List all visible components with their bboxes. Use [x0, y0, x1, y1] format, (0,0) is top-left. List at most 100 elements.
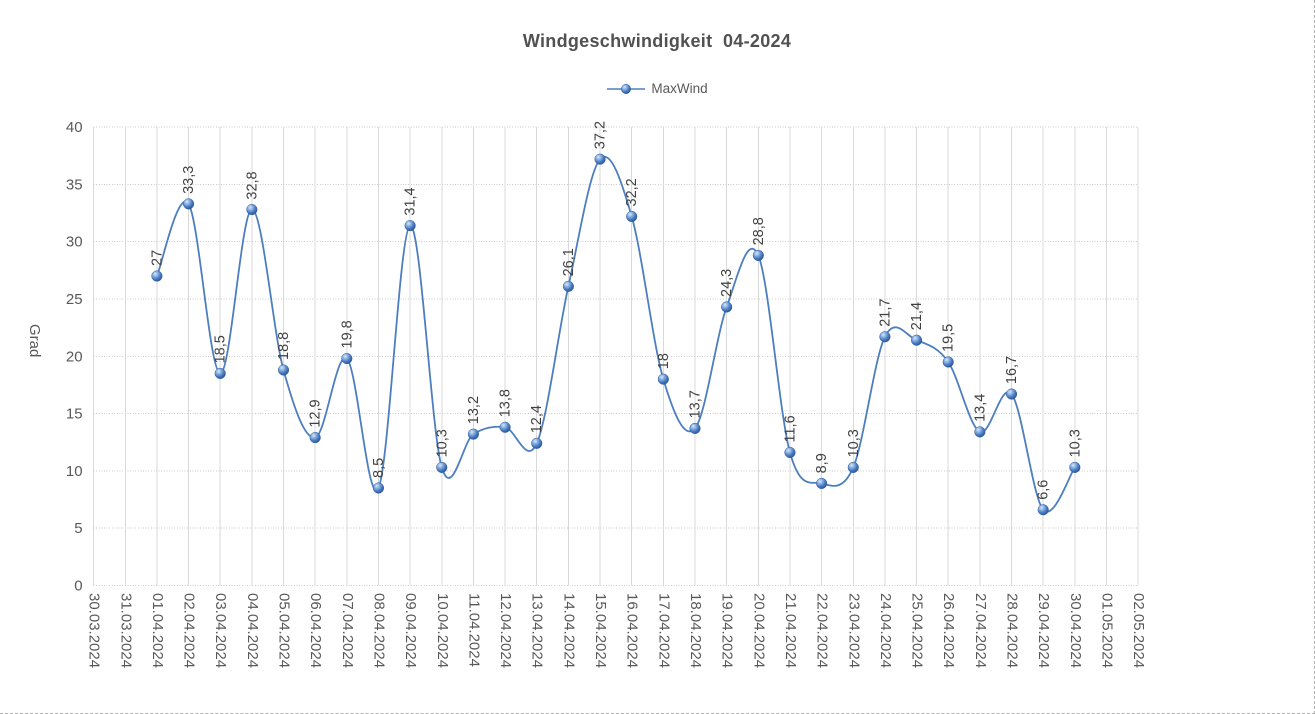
legend-marker-icon: [607, 83, 646, 94]
y-axis-title: Grad: [26, 324, 43, 357]
x-tick-label: 23.04.2024: [845, 593, 862, 668]
data-point-marker[interactable]: [879, 331, 891, 343]
chart-title: Windgeschwindigkeit 04-2024: [522, 31, 792, 51]
data-point-marker[interactable]: [721, 301, 733, 313]
x-tick-label: 28.04.2024: [1004, 593, 1021, 668]
x-tick-label: 14.04.2024: [560, 593, 577, 668]
x-tick-label: 12.04.2024: [497, 593, 514, 668]
x-tick-label: 09.04.2024: [402, 593, 419, 668]
x-tick-label: 25.04.2024: [909, 593, 926, 668]
x-tick-label: 05.04.2024: [276, 593, 293, 668]
data-point-marker[interactable]: [183, 198, 195, 210]
data-point-marker[interactable]: [246, 204, 258, 216]
data-label: 12,4: [529, 405, 545, 433]
data-point-marker[interactable]: [372, 482, 385, 494]
data-point-marker[interactable]: [942, 356, 954, 368]
data-label: 18: [656, 353, 672, 369]
x-tick-label: 20.04.2024: [750, 593, 767, 668]
x-tick-label: 26.04.2024: [940, 593, 957, 668]
data-label: 32,8: [244, 171, 260, 199]
data-point-marker[interactable]: [151, 270, 163, 282]
data-label: 28,8: [751, 217, 767, 245]
x-tick-label: 08.04.2024: [371, 593, 388, 668]
data-point-marker[interactable]: [467, 428, 479, 440]
data-label: 8,9: [814, 453, 830, 473]
series-line-maxwind[interactable]: [156, 156, 1076, 513]
data-point-marker[interactable]: [657, 373, 669, 385]
data-label: 13,2: [466, 396, 482, 424]
data-label: 32,2: [624, 178, 640, 206]
y-tick-label: 30: [66, 234, 83, 251]
data-point-marker[interactable]: [689, 422, 701, 434]
data-point-marker[interactable]: [309, 432, 321, 444]
data-label: 19,8: [339, 320, 355, 348]
x-tick-label: 31.03.2024: [117, 593, 134, 668]
x-tick-label: 29.04.2024: [1035, 593, 1052, 668]
y-tick-label: 25: [66, 291, 83, 308]
data-label: 21,7: [877, 299, 893, 327]
data-point-marker[interactable]: [531, 437, 543, 449]
y-tick-label: 35: [66, 176, 83, 193]
x-tick-label: 18.04.2024: [687, 593, 704, 668]
data-label: 21,4: [909, 302, 925, 330]
data-point-marker[interactable]: [277, 364, 290, 376]
data-label: 13,8: [498, 389, 514, 417]
data-label: 12,9: [308, 399, 324, 427]
x-tick-label: 11.04.2024: [465, 593, 482, 667]
data-point-marker[interactable]: [816, 477, 828, 489]
x-tick-label: 02.05.2024: [1130, 593, 1147, 668]
data-label: 18,8: [276, 332, 292, 360]
data-point-marker[interactable]: [499, 421, 511, 433]
y-tick-label: 10: [66, 463, 83, 480]
x-tick-label: 03.04.2024: [212, 593, 229, 668]
y-tick-label: 15: [66, 406, 83, 423]
data-point-marker[interactable]: [626, 210, 638, 223]
data-label: 10,3: [1067, 429, 1083, 457]
y-tick-label: 20: [66, 348, 83, 365]
data-label: 37,2: [593, 121, 609, 149]
x-tick-label: 17.04.2024: [655, 593, 672, 668]
data-label: 10,3: [434, 429, 450, 457]
data-label: 16,7: [1004, 356, 1020, 384]
data-point-marker[interactable]: [911, 334, 923, 346]
data-label: 24,3: [719, 269, 735, 297]
legend[interactable]: MaxWind: [0, 81, 1314, 96]
data-point-marker[interactable]: [847, 461, 859, 473]
x-tick-label: 02.04.2024: [181, 593, 198, 668]
data-label: 13,7: [688, 390, 704, 418]
x-tick-label: 15.04.2024: [592, 593, 609, 668]
data-label: 33,3: [181, 166, 197, 194]
y-tick-label: 0: [74, 577, 82, 594]
data-point-marker[interactable]: [784, 446, 796, 459]
data-point-marker[interactable]: [404, 220, 416, 232]
x-tick-label: 27.04.2024: [972, 593, 989, 668]
data-label: 18,5: [213, 335, 229, 363]
data-label: 26,1: [561, 248, 577, 276]
data-point-marker[interactable]: [752, 249, 764, 261]
x-tick-label: 16.04.2024: [624, 593, 641, 668]
data-point-marker[interactable]: [214, 367, 226, 379]
data-point-marker[interactable]: [1069, 461, 1081, 473]
y-tick-label: 40: [66, 119, 83, 136]
data-point-marker[interactable]: [562, 280, 574, 292]
data-point-marker[interactable]: [594, 153, 606, 165]
x-tick-label: 13.04.2024: [529, 593, 546, 668]
x-tick-label: 04.04.2024: [244, 593, 261, 668]
x-tick-label: 07.04.2024: [339, 593, 356, 668]
data-point-marker[interactable]: [1037, 504, 1049, 516]
data-point-marker[interactable]: [974, 426, 986, 438]
x-tick-label: 22.04.2024: [814, 593, 831, 668]
data-label: 31,4: [403, 187, 419, 215]
data-label: 8,5: [371, 458, 387, 478]
data-point-marker[interactable]: [341, 352, 353, 365]
x-tick-label: 30.03.2024: [86, 593, 103, 668]
data-point-marker[interactable]: [436, 461, 448, 473]
x-tick-label: 01.04.2024: [149, 593, 166, 668]
data-point-marker[interactable]: [1005, 388, 1018, 400]
x-tick-label: 30.04.2024: [1067, 593, 1084, 668]
data-label: 19,5: [941, 324, 957, 352]
x-tick-label: 24.04.2024: [877, 593, 894, 668]
x-tick-label: 10.04.2024: [434, 593, 451, 668]
